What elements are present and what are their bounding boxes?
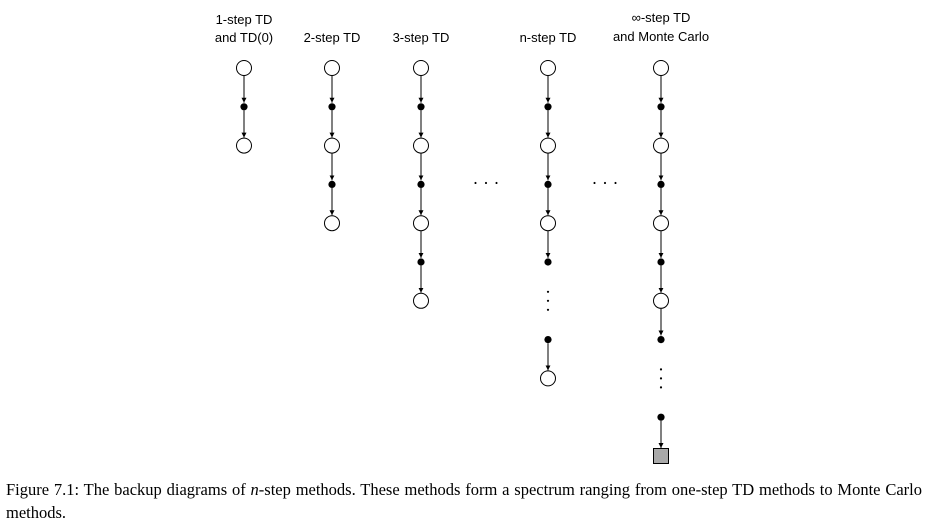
state-node [540,137,556,154]
vertical-dots [546,299,550,302]
vertical-dots [659,386,663,389]
action-node [417,258,425,266]
figure-label: Figure 7.1: [6,480,80,499]
action-node [417,180,425,188]
state-node [236,60,252,76]
state-node [413,215,429,232]
action-node [544,180,552,188]
action-node [328,103,336,111]
column-label: n-step TD [520,30,577,45]
column-label: 3-step TD [393,30,450,45]
action-node [240,103,248,111]
action-node [417,103,425,111]
state-node [236,137,252,154]
n-symbol: n [250,480,259,499]
state-node [324,60,340,76]
state-node [653,137,669,154]
vertical-dots [659,368,663,371]
vertical-dots [546,290,550,293]
state-node [540,60,556,76]
ellipsis: · · · [592,173,619,193]
state-node [413,292,429,309]
state-node [540,370,556,387]
state-node [653,292,669,309]
backup-diagrams: 1-step TD and TD(0) 2-step TD 3-step TD … [215,10,709,464]
column-label: ∞-step TD [632,10,691,25]
terminal-state [653,448,669,464]
state-node [540,215,556,232]
action-node [657,103,665,111]
column-label: 2-step TD [304,30,361,45]
vertical-dots [546,308,550,311]
action-node [328,180,336,188]
column-label: 1-step TD [216,12,273,27]
state-node [324,215,340,232]
figure-caption: Figure 7.1: The backup diagrams of n-ste… [6,478,922,524]
state-node [653,215,669,232]
action-node [657,413,665,421]
action-node [544,258,552,266]
column-label: and Monte Carlo [613,29,709,44]
caption-text: -step methods. These methods form a spec… [6,480,922,522]
vertical-dots [659,377,663,380]
ellipsis: · · · [473,173,500,193]
action-node [657,180,665,188]
caption-text: The backup diagrams of [83,480,251,499]
action-node [544,336,552,344]
column-label: and TD(0) [215,30,273,45]
state-node [324,137,340,154]
state-node [413,60,429,76]
action-node [657,336,665,344]
state-node [413,137,429,154]
state-node [653,60,669,76]
action-node [544,103,552,111]
backup-chains [236,60,669,464]
action-node [657,258,665,266]
